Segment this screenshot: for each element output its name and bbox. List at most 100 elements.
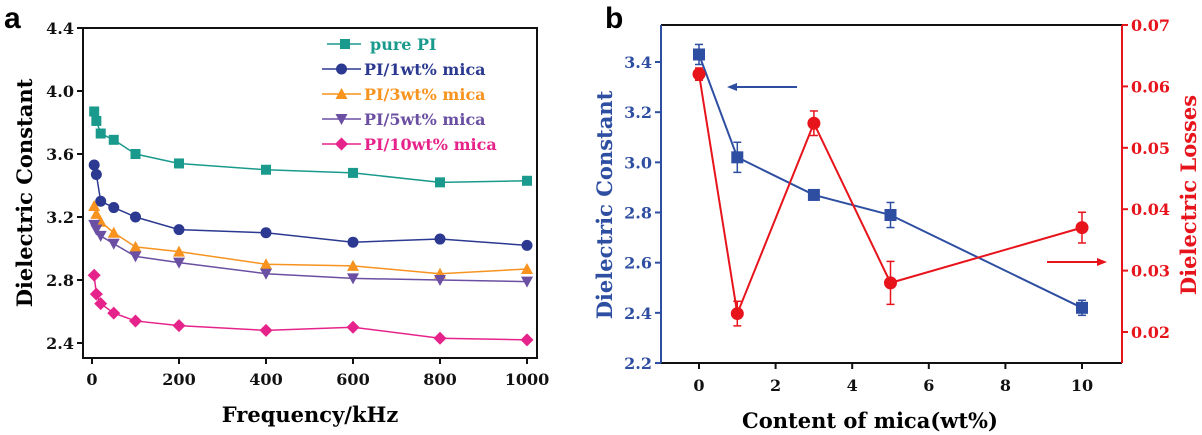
series-line: [93, 111, 528, 184]
data-point: [347, 273, 359, 285]
y2-tick-label: 0.04: [1131, 200, 1170, 219]
data-point: [730, 307, 744, 321]
legend-marker: [336, 63, 347, 75]
data-point: [692, 67, 706, 81]
y-tick-label: 3.0: [624, 153, 652, 172]
data-point: [87, 268, 101, 282]
data-point: [260, 258, 272, 270]
data-point: [95, 195, 107, 207]
data-point: [521, 262, 533, 274]
legend-label: PI/10wt% mica: [364, 135, 497, 154]
data-point: [884, 276, 897, 290]
y-tick-label: 2.2: [624, 354, 652, 373]
data-point: [94, 230, 107, 242]
data-point: [346, 320, 360, 334]
data-point: [731, 151, 744, 164]
y-tick-label: 2.8: [624, 204, 652, 223]
x-tick-label: 1000: [505, 370, 550, 389]
panel-a: a 2.4 2.8 3.2 3.6 4.0 4.4 0 200 400 600 800 1000 D…: [4, 2, 549, 427]
panel-b-x-ticks: 0 2 4 6 8 10: [693, 363, 1093, 395]
y2-tick-label: 0.02: [1131, 323, 1170, 342]
data-point: [88, 199, 101, 211]
right-arrow-annotation: [1047, 258, 1107, 266]
data-point: [807, 188, 820, 201]
data-point: [108, 202, 120, 214]
series-line: [93, 275, 528, 341]
x-tick-label: 400: [249, 370, 282, 389]
panel-a-y-axis-title: Dielectric Constant: [12, 78, 37, 307]
data-point: [130, 211, 141, 223]
y-tick-label: 3.4: [624, 53, 652, 72]
y-tick-label: 3.6: [46, 145, 74, 164]
panel-a-series: [87, 106, 534, 347]
x-tick-label: 4: [847, 376, 858, 395]
data-point: [91, 115, 102, 126]
x-tick-label: 800: [423, 370, 456, 389]
data-point: [174, 158, 184, 169]
data-point: [107, 238, 120, 250]
data-point: [884, 209, 897, 222]
data-point: [90, 168, 102, 180]
legend-marker: [335, 88, 348, 99]
y-tick-label: 3.2: [624, 103, 652, 122]
y2-tick-label: 0.05: [1131, 139, 1170, 158]
series-pi-1wt-mica: [88, 159, 533, 251]
panel-b-letter: b: [605, 2, 623, 35]
data-point: [173, 257, 185, 269]
y-tick-label: 4.4: [46, 19, 74, 38]
series-line: [93, 205, 528, 275]
panel-a-x-axis-title: Frequency/kHz: [222, 402, 399, 427]
data-point: [260, 268, 272, 280]
legend-label: PI/5wt% mica: [364, 110, 486, 129]
data-point: [260, 227, 272, 239]
x-tick-label: 0: [693, 376, 704, 395]
data-point: [95, 128, 106, 139]
left-arrow-annotation: [727, 83, 797, 91]
panel-a-x-ticks: 0 200 400 600 800 1000: [86, 358, 549, 389]
panel-b-left-y-ticks: 2.2 2.4 2.6 2.8 3.0 3.2 3.4: [624, 53, 661, 373]
series-pi-5wt-mica: [88, 219, 533, 288]
data-point: [347, 236, 359, 248]
data-point: [693, 48, 705, 61]
y-tick-label: 2.6: [624, 254, 652, 273]
panel-b-y-axis-title: Dielectric Constant: [592, 90, 617, 319]
series-dielectric-constant: [693, 43, 1088, 317]
data-point: [107, 306, 121, 320]
data-point: [434, 233, 446, 245]
y2-tick-label: 0.07: [1131, 16, 1170, 35]
series-dielectric-losses: [692, 67, 1089, 327]
data-point: [129, 240, 142, 252]
panel-a-letter: a: [4, 2, 21, 35]
panel-a-legend: pure PI PI/1wt% mica PI/3wt% mica PI/5wt% m…: [322, 35, 497, 154]
data-point: [89, 287, 103, 301]
data-point: [520, 333, 534, 347]
data-point: [347, 259, 359, 271]
y2-tick-label: 0.06: [1131, 77, 1170, 96]
data-point: [348, 167, 358, 178]
y2-tick-label: 0.03: [1131, 262, 1170, 281]
y-tick-label: 3.2: [46, 208, 74, 227]
y-tick-label: 2.8: [46, 271, 74, 290]
series-pure-pi: [89, 106, 532, 188]
data-point: [261, 164, 271, 175]
data-point: [130, 149, 141, 159]
data-point: [1075, 221, 1089, 235]
series-pi-3wt-mica: [88, 199, 533, 279]
panel-b-series: [692, 43, 1089, 327]
legend-label: pure PI: [370, 35, 437, 54]
x-tick-label: 0: [86, 370, 97, 389]
data-point: [108, 134, 119, 145]
x-tick-label: 8: [1000, 376, 1011, 395]
data-point: [173, 245, 185, 257]
panel-b-y2-axis-title: Dielectric Losses: [1176, 95, 1201, 295]
x-tick-label: 10: [1071, 376, 1093, 395]
y-tick-label: 4.0: [46, 82, 74, 101]
legend-marker: [335, 137, 348, 151]
panel-a-frame: [82, 27, 538, 359]
data-point: [90, 207, 103, 219]
legend-label: PI/3wt% mica: [364, 85, 486, 104]
y-tick-label: 2.4: [624, 304, 652, 323]
data-point: [94, 297, 108, 311]
y-tick-label: 2.4: [46, 334, 74, 353]
